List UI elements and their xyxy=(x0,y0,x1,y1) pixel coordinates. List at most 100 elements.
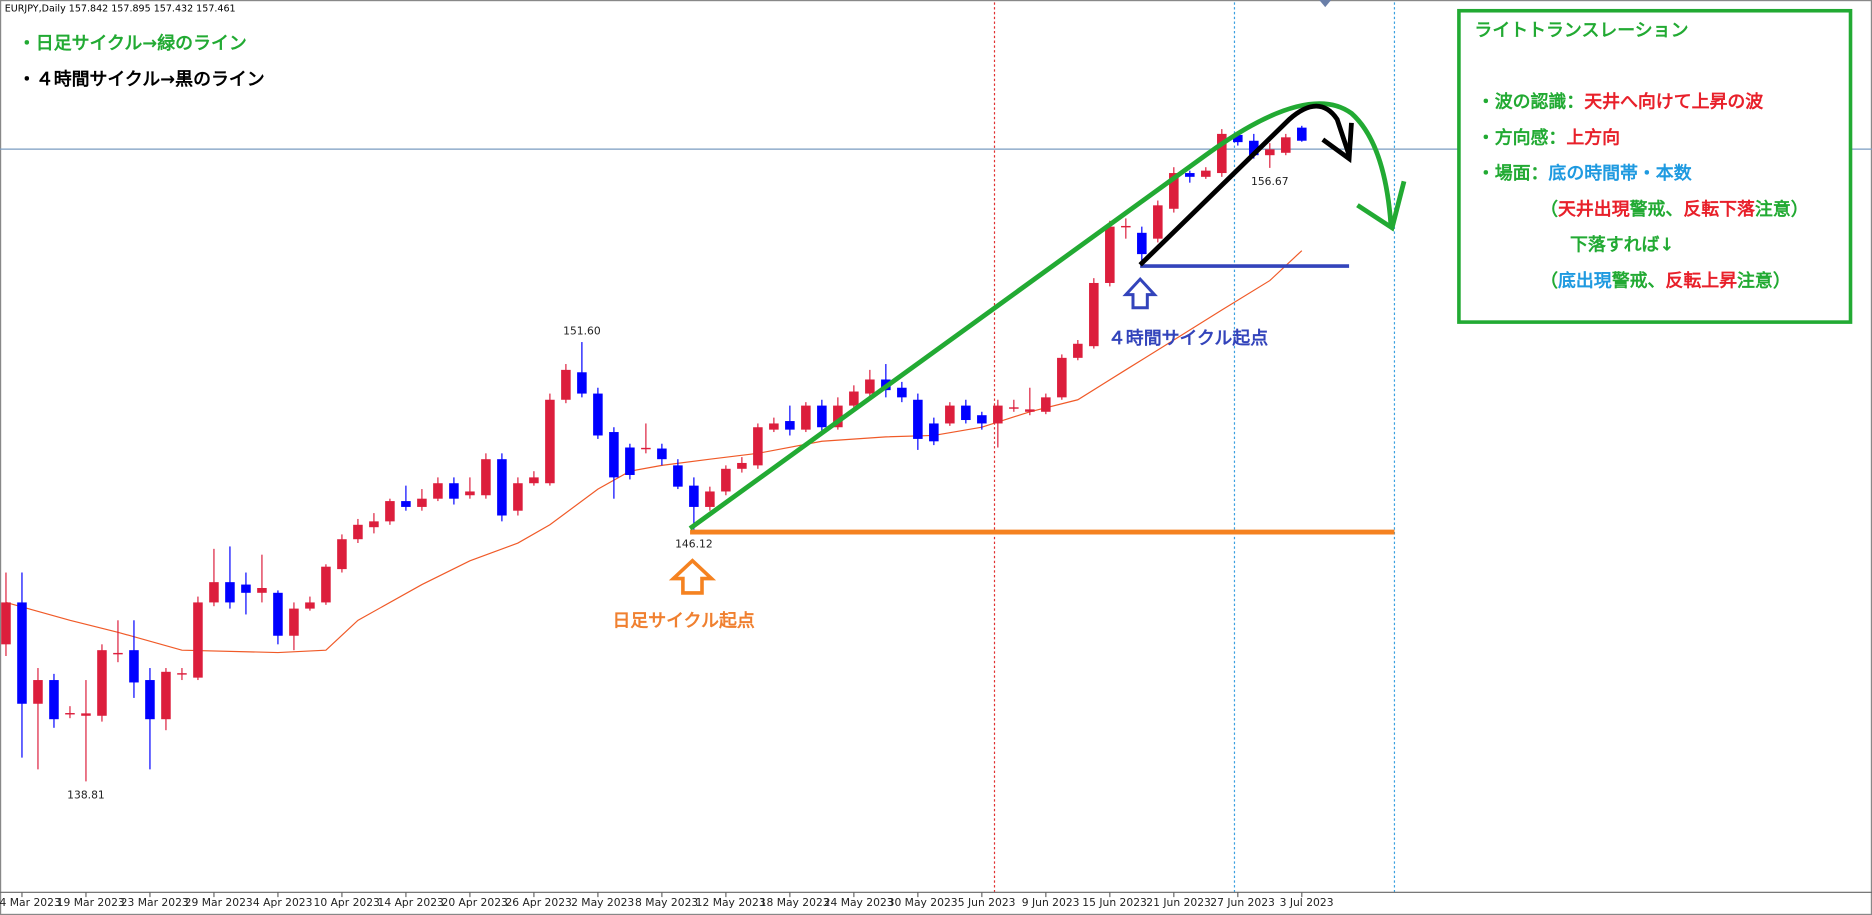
legend-line: ・日足サイクル→緑のライン xyxy=(18,32,247,54)
x-tick-label: 4 Apr 2023 xyxy=(253,896,313,909)
candle-body xyxy=(609,432,619,478)
x-tick-label: 12 May 2023 xyxy=(696,896,766,909)
daily-start-label: 日足サイクル起点 xyxy=(612,610,754,632)
note-line: ・波の認識：天井へ向けて上昇の波 xyxy=(1477,91,1763,113)
candle-body xyxy=(977,415,987,424)
x-tick-label: 14 Mar 2023 xyxy=(0,896,61,909)
note-line: ・方向感：上方向 xyxy=(1477,126,1620,148)
x-tick-label: 21 Jun 2023 xyxy=(1146,896,1211,909)
h4-start-arrow xyxy=(1122,276,1158,310)
candle-body xyxy=(209,582,219,603)
candle-body xyxy=(529,477,539,484)
candle-body xyxy=(353,524,363,540)
x-tick-label: 14 Apr 2023 xyxy=(377,896,443,909)
candle-body xyxy=(833,405,843,428)
h4-start-label: ４時間サイクル起点 xyxy=(1108,327,1268,349)
note-segment: 反転上昇 xyxy=(1665,270,1737,292)
note-segment: ・波の認識： xyxy=(1477,91,1584,113)
header-high: 157.895 xyxy=(111,3,150,14)
candle-body xyxy=(81,713,91,716)
candle-body xyxy=(1009,407,1019,409)
candle-body xyxy=(1249,140,1259,156)
candle-body xyxy=(929,423,939,442)
candle-body xyxy=(497,459,507,516)
candle-body xyxy=(769,423,779,430)
candle-body xyxy=(913,399,923,439)
x-tick-label: 19 Mar 2023 xyxy=(57,896,125,909)
x-tick-label: 18 May 2023 xyxy=(760,896,830,909)
x-tick-label: 10 Apr 2023 xyxy=(314,896,380,909)
candle-body xyxy=(705,491,715,507)
candle-body xyxy=(305,602,315,609)
candle-body xyxy=(145,680,155,720)
note-line: （底出現警戒、反転上昇注意） xyxy=(1540,270,1791,292)
candle-body xyxy=(1233,134,1243,143)
candle-body xyxy=(193,602,203,678)
candle-body xyxy=(1089,282,1099,347)
header-open: 157.842 xyxy=(69,3,108,14)
note-box xyxy=(1457,8,1853,324)
h4-cycle-curve xyxy=(1138,103,1352,267)
candle-body xyxy=(401,501,411,507)
x-tick-label: 27 Jun 2023 xyxy=(1210,896,1275,909)
x-tick-label: 23 Mar 2023 xyxy=(121,896,189,909)
candle-body xyxy=(241,584,251,593)
candle-body xyxy=(753,427,763,466)
drawings xyxy=(668,8,1853,595)
candle-body xyxy=(593,393,603,436)
candle-body xyxy=(1169,173,1179,209)
candle-body xyxy=(673,465,683,487)
candle-body xyxy=(65,713,75,715)
note-segment: 警戒、 xyxy=(1630,198,1684,220)
daily-start-arrow xyxy=(668,558,717,595)
header: EURJPY,Daily 157.842 157.895 157.432 157… xyxy=(5,3,236,14)
candle-body xyxy=(689,485,699,507)
x-tick-label: 2 May 2023 xyxy=(571,896,634,909)
candle-body xyxy=(449,483,459,499)
candle-body xyxy=(577,372,587,394)
x-tick-label: 20 Apr 2023 xyxy=(441,896,507,909)
candle-body xyxy=(1057,357,1067,398)
note-segment: （ xyxy=(1540,271,1558,292)
note-segment: 注意） xyxy=(1755,198,1809,220)
price-label: 146.12 xyxy=(675,538,713,551)
candle-body xyxy=(513,483,523,511)
candle-body xyxy=(257,587,267,593)
candle-body xyxy=(1137,232,1147,255)
candle-body xyxy=(641,447,651,450)
candle-body xyxy=(337,539,347,570)
candle-body xyxy=(945,405,955,424)
candle-body xyxy=(289,608,299,636)
candle-body xyxy=(1297,127,1307,141)
candle-body xyxy=(545,399,555,484)
note-segment: 底出現 xyxy=(1558,270,1612,292)
candle-body xyxy=(1201,170,1211,177)
x-tick-label: 30 May 2023 xyxy=(888,896,958,909)
note-segment: 天井出現 xyxy=(1558,198,1630,220)
candle-body xyxy=(465,491,475,496)
legend-line: ・４時間サイクル→黒のライン xyxy=(18,69,265,90)
x-tick-label: 8 May 2023 xyxy=(635,896,698,909)
candle-body xyxy=(1121,225,1131,228)
x-tick-label: 5 Jun 2023 xyxy=(958,896,1016,909)
candle-body xyxy=(625,447,635,475)
candle-body xyxy=(561,369,571,400)
candle-body xyxy=(1265,149,1275,156)
candle-body xyxy=(657,448,667,460)
note-segment: 下落すれば↓ xyxy=(1570,235,1674,256)
candle-body xyxy=(177,673,187,675)
candle-body xyxy=(161,671,171,720)
candle-body xyxy=(785,421,795,430)
note-title: ライトトランスレーション xyxy=(1474,20,1688,41)
note-segment: 上方向 xyxy=(1566,126,1620,148)
note-segment: 底の時間帯・本数 xyxy=(1548,162,1691,184)
candle-body xyxy=(273,592,283,636)
note-line: ・場面：底の時間帯・本数 xyxy=(1477,162,1692,184)
candle-body xyxy=(417,498,427,507)
candle-body xyxy=(33,680,43,704)
note-segment: 警戒、 xyxy=(1612,270,1666,292)
x-tick-label: 15 Jun 2023 xyxy=(1082,896,1147,909)
candle-body xyxy=(17,602,27,704)
candle-body xyxy=(1,602,11,645)
